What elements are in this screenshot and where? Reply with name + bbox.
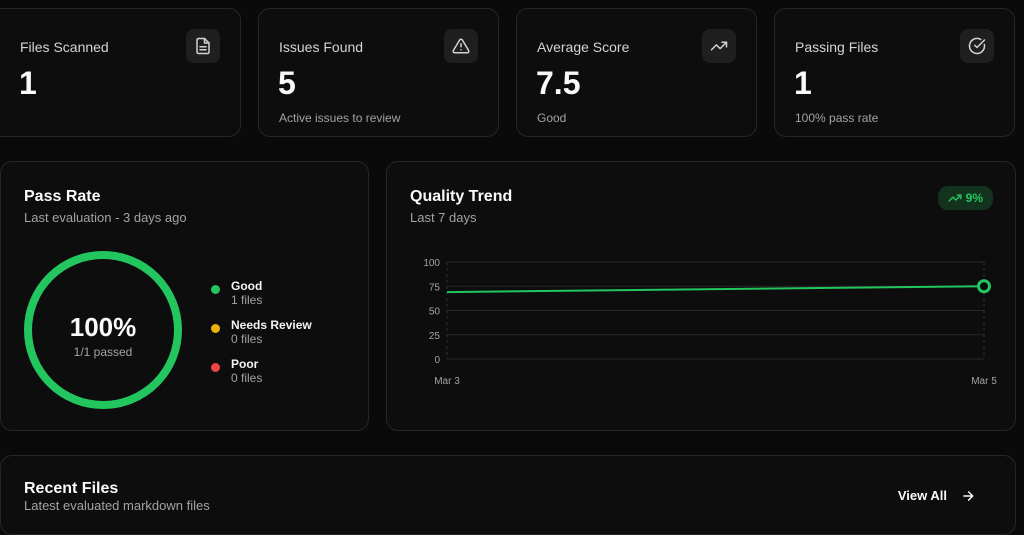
stat-title: Files Scanned (20, 39, 109, 55)
data-point (977, 279, 991, 294)
recent-files-card: Recent Files Latest evaluated markdown f… (0, 455, 1016, 535)
file-icon (186, 29, 220, 63)
trending-up-icon (948, 194, 962, 202)
panel-title: Recent Files (24, 480, 119, 497)
arrow-right-icon (963, 490, 974, 501)
panel-title: Pass Rate (24, 188, 101, 205)
stat-title: Issues Found (279, 39, 364, 55)
legend-label: Needs Review (231, 318, 312, 332)
stat-title: Passing Files (795, 39, 879, 55)
quality-trend-card: Quality Trend Last 7 days 9% 0 25 50 75 100 M… (386, 161, 1016, 431)
y-tick-label: 100 (423, 258, 440, 269)
pass-rate-legend: Good 1 files Needs Review 0 files Poor 0… (211, 279, 312, 396)
legend-dot (211, 363, 220, 372)
warning-icon (444, 29, 478, 63)
legend-item-poor: Poor 0 files (211, 357, 312, 396)
stat-value: 7.5 (536, 65, 581, 101)
legend-label: Good (231, 279, 263, 293)
panel-subtitle: Last 7 days (410, 210, 477, 225)
legend-item-good: Good 1 files (211, 279, 312, 318)
y-tick-label: 0 (434, 355, 440, 366)
legend-label: Poor (231, 357, 259, 371)
trending-up-icon (702, 29, 736, 63)
stat-subtitle: 100% pass rate (795, 111, 879, 125)
trend-badge-value: 9% (965, 191, 983, 205)
legend-count: 0 files (231, 371, 263, 385)
trend-badge: 9% (937, 186, 993, 210)
pass-rate-passed: 1/1 passed (74, 345, 133, 359)
legend-dot (211, 324, 220, 333)
pass-rate-arc (24, 251, 182, 409)
legend-dot (211, 285, 220, 294)
stat-card-files-scanned: Files Scanned 1 (0, 8, 241, 137)
series-line (446, 285, 985, 294)
panel-subtitle: Last evaluation - 3 days ago (24, 210, 187, 225)
y-tick-label: 50 (429, 307, 441, 318)
stat-subtitle: Good (537, 111, 567, 125)
stat-value: 1 (19, 65, 37, 101)
stat-subtitle: Active issues to review (279, 111, 401, 125)
stat-card-passing-files: Passing Files 1 100% pass rate (774, 8, 1015, 137)
y-tick-label: 25 (429, 331, 441, 342)
pass-rate-card: Pass Rate Last evaluation - 3 days ago 1… (0, 161, 369, 431)
stat-title: Average Score (537, 39, 630, 55)
stat-card-issues-found: Issues Found 5 Active issues to review (258, 8, 499, 137)
legend-count: 0 files (231, 332, 263, 346)
check-circle-icon (960, 29, 994, 63)
stat-value: 1 (794, 65, 812, 101)
pass-rate-donut: 100% 1/1 passed (24, 251, 182, 409)
view-all-button[interactable]: View All (898, 488, 975, 503)
stat-value: 5 (278, 65, 296, 101)
quality-trend-chart: 0 25 50 75 100 Mar 3 Mar 5 (423, 258, 997, 387)
view-all-label: View All (897, 488, 947, 503)
panel-subtitle: Latest evaluated markdown files (24, 498, 210, 513)
legend-count: 1 files (231, 293, 263, 307)
panel-title: Quality Trend (410, 188, 513, 205)
x-tick-label: Mar 3 (434, 376, 460, 387)
stat-card-average-score: Average Score 7.5 Good (516, 8, 757, 137)
pass-rate-percent: 100% (70, 312, 137, 342)
x-tick-label: Mar 5 (971, 376, 997, 387)
y-tick-label: 75 (429, 282, 441, 293)
legend-item-needs-review: Needs Review 0 files (211, 318, 312, 357)
